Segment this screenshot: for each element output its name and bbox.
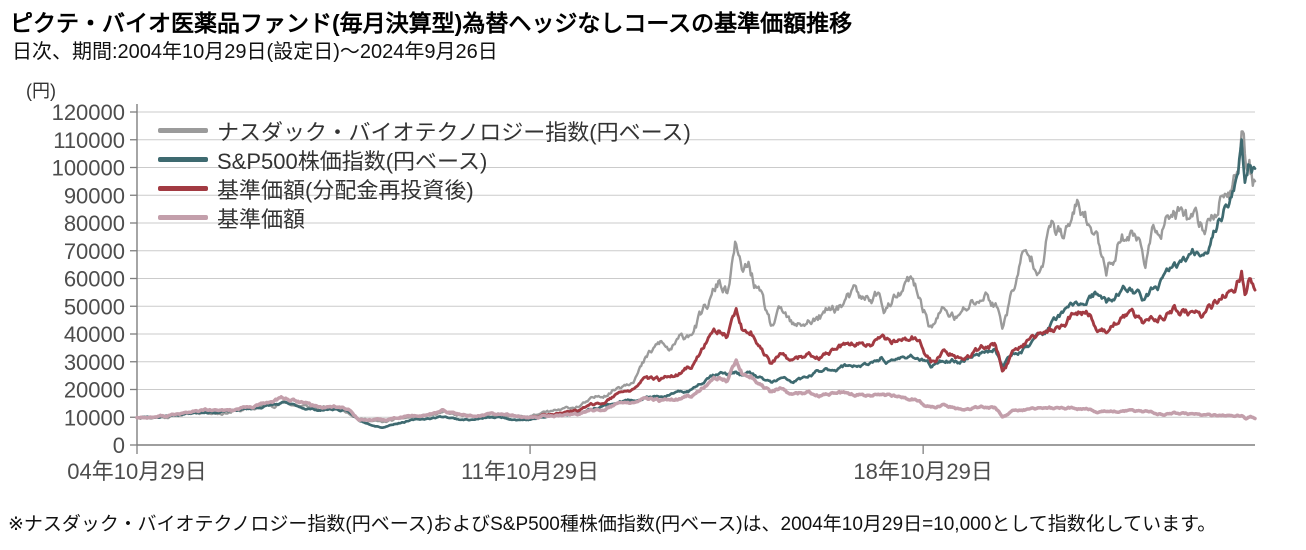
legend-label: S&P500株価指数(円ベース) — [217, 148, 488, 174]
legend-label: ナスダック・バイオテクノロジー指数(円ベース) — [217, 119, 691, 145]
series-line-nav-with-distributions-reinvested — [135, 269, 1257, 422]
y-tick-label: 0 — [113, 433, 125, 458]
y-tick-label: 50000 — [64, 294, 125, 319]
x-tick-label: 18年10月29日 — [853, 459, 992, 484]
y-tick-label: 10000 — [64, 405, 125, 430]
legend-label: 基準価額(分配金再投資後) — [217, 177, 474, 203]
legend-line-swatch — [158, 215, 208, 220]
x-tick-label: 11年10月29日 — [461, 459, 599, 484]
legend-item-nav-with-distributions-reinvested: 基準価額(分配金再投資後) — [158, 174, 691, 203]
legend-item-nav: 基準価額 — [158, 203, 691, 232]
legend-item-nasdaq-biotech-index-jpy: ナスダック・バイオテクノロジー指数(円ベース) — [158, 116, 691, 145]
y-tick-label: 70000 — [64, 239, 125, 264]
y-tick-label: 30000 — [64, 350, 125, 375]
series-line-sp500-index-jpy — [135, 138, 1257, 429]
x-tick-label: 04年10月29日 — [67, 459, 206, 484]
legend-line-swatch — [158, 157, 208, 162]
y-tick-label: 110000 — [53, 128, 125, 153]
legend-line-swatch — [158, 186, 208, 191]
y-tick-label: 120000 — [52, 100, 125, 125]
legend-label: 基準価額 — [217, 206, 306, 232]
y-tick-label: 60000 — [64, 267, 125, 292]
chart-subtitle: 日次、期間:2004年10月29日(設定日)〜2024年9月26日 — [12, 41, 498, 63]
y-tick-label: 80000 — [64, 211, 125, 236]
y-tick-label: 40000 — [64, 322, 125, 347]
series-line-nav — [135, 358, 1257, 423]
y-tick-label: 90000 — [64, 183, 125, 208]
y-axis-unit-label: (円) — [26, 81, 56, 101]
legend-line-swatch — [158, 128, 208, 133]
y-tick-label: 20000 — [64, 378, 125, 403]
y-tick-label: 100000 — [52, 156, 125, 181]
chart-legend: ナスダック・バイオテクノロジー指数(円ベース) S&P500株価指数(円ベース) 基… — [158, 116, 691, 232]
page-title: ピクテ・バイオ医薬品ファンド(毎月決算型)為替ヘッジなしコースの基準価額推移 — [10, 10, 853, 36]
legend-item-sp500-index-jpy: S&P500株価指数(円ベース) — [158, 145, 691, 174]
chart-footnote: ※ナスダック・バイオテクノロジー指数(円ベース)およびS&P500種株価指数(円… — [8, 514, 1217, 535]
